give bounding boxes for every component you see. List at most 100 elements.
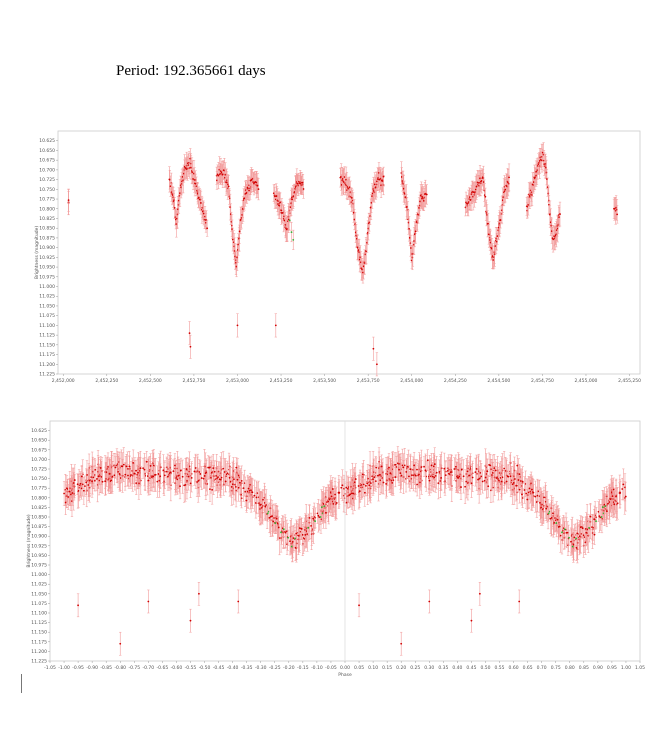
data-point: [187, 470, 190, 473]
green-data-point: [290, 231, 293, 233]
data-points: [67, 142, 619, 377]
data-point: [566, 531, 569, 534]
data-point: [364, 484, 367, 487]
x-tick-label: 1.05: [635, 665, 645, 671]
data-point: [371, 475, 374, 478]
data-point: [559, 534, 562, 537]
y-tick-label: 11.100: [31, 611, 47, 617]
data-point: [189, 482, 192, 485]
data-point: [494, 469, 497, 472]
data-point: [211, 488, 214, 491]
data-point: [206, 227, 209, 230]
data-point: [504, 188, 507, 191]
data-point: [419, 200, 421, 203]
data-point: [362, 271, 364, 274]
data-point: [91, 480, 93, 483]
data-point: [190, 166, 192, 169]
data-point: [221, 173, 224, 176]
data-point: [237, 486, 240, 489]
data-point: [412, 243, 415, 246]
x-tick-label: -0.90: [86, 665, 98, 671]
plot-frame: [57, 130, 641, 375]
data-point: [142, 467, 145, 470]
data-point: [521, 480, 524, 483]
data-point: [335, 502, 338, 504]
y-tick-label: 10.900: [39, 245, 55, 251]
y-tick-label: 10.975: [31, 563, 47, 569]
x-tick-label: -0.50: [199, 665, 211, 671]
chart-2: 10.625 10.650 10.675 10.700 10.725 10.750 10.7…: [26, 420, 645, 678]
x-tick-label: 0.95: [607, 665, 617, 671]
data-point: [310, 524, 312, 527]
data-point: [194, 179, 197, 181]
x-tick-label: 0.65: [523, 665, 533, 671]
data-point: [496, 235, 499, 237]
y-tick-label: 11.200: [31, 649, 47, 655]
y-tick-label: 10.950: [31, 553, 47, 559]
data-point: [525, 492, 528, 495]
x-tick-label: -0.75: [128, 665, 140, 671]
data-point: [199, 473, 202, 475]
data-point: [332, 503, 335, 505]
data-point: [461, 468, 463, 471]
y-tick-label: 11.125: [31, 620, 47, 626]
data-point: [209, 488, 211, 491]
data-point: [416, 468, 418, 471]
data-point: [248, 189, 251, 192]
x-tick-label: 0.45: [466, 665, 476, 671]
data-point: [213, 470, 216, 473]
x-tick-label: -1.00: [58, 665, 70, 671]
x-axis-label: Phase: [338, 672, 352, 678]
data-point: [298, 527, 301, 530]
data-point: [474, 471, 477, 474]
data-point: [553, 521, 556, 524]
y-tick-label: 11.225: [39, 372, 55, 378]
x-tick-label: 2,454,000: [400, 378, 423, 384]
data-point: [68, 490, 71, 493]
data-point: [298, 182, 301, 185]
data-point: [552, 512, 554, 515]
data-point: [410, 247, 412, 249]
data-point: [358, 490, 361, 493]
data-point: [291, 198, 294, 201]
data-point: [475, 468, 478, 470]
data-point: [234, 485, 237, 488]
x-tick-label: 0.60: [509, 665, 519, 671]
y-tick-label: 10.775: [31, 486, 47, 492]
data-point: [317, 514, 320, 517]
data-point: [80, 487, 83, 490]
data-point: [165, 470, 168, 473]
data-point: [528, 194, 531, 197]
x-tick-label: -0.05: [325, 665, 337, 671]
x-tick-label: 0.85: [579, 665, 589, 671]
data-point: [226, 181, 228, 184]
data-point: [479, 177, 481, 180]
data-point: [513, 478, 516, 480]
data-point: [70, 493, 72, 496]
y-tick-label: 10.700: [39, 167, 55, 173]
x-tick-label: 0.90: [593, 665, 603, 671]
data-point: [554, 517, 556, 519]
data-point: [272, 520, 275, 523]
data-point: [156, 480, 159, 483]
data-point: [423, 465, 425, 468]
x-tick-label: -0.20: [283, 665, 295, 671]
data-point: [285, 530, 288, 533]
data-point: [624, 495, 627, 498]
x-tick-label: 0.10: [368, 665, 378, 671]
y-tick-label: 10.625: [39, 138, 55, 144]
data-point: [135, 469, 137, 472]
y-tick-label: 11.075: [31, 601, 47, 607]
data-point: [611, 495, 614, 497]
data-point: [234, 483, 236, 486]
outlier-point: [188, 332, 191, 335]
data-point: [301, 533, 304, 536]
x-tick-label: 2,452,000: [52, 378, 75, 384]
chart-1: 10.625 10.650 10.675 10.700 10.725 10.750 10.7…: [34, 130, 641, 384]
data-point: [245, 499, 248, 502]
data-point: [487, 222, 490, 225]
x-tick-label: 2,455,000: [575, 378, 598, 384]
data-point: [402, 466, 405, 469]
data-point: [411, 474, 413, 477]
y-tick-label: 10.825: [31, 505, 47, 511]
